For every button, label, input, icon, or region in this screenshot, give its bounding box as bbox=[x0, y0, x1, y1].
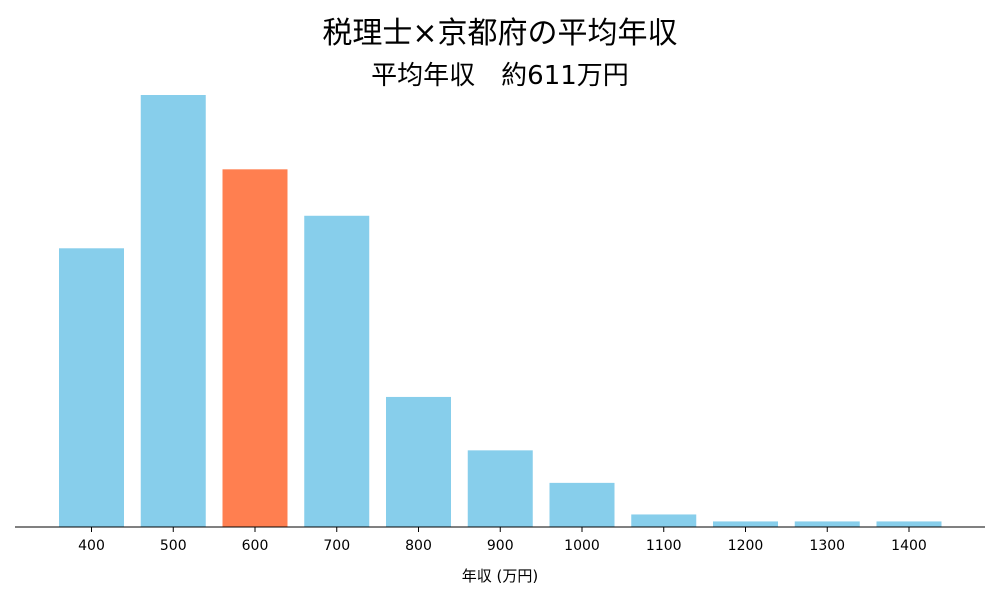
chart-subtitle: 平均年収 約611万円 bbox=[371, 61, 629, 91]
x-ticks-group: 400 500 600 700 800 900 1000 1100 1200 1300 1400 bbox=[78, 527, 927, 554]
x-tick-label-1100: 1100 bbox=[646, 538, 682, 554]
x-tick-label-400: 400 bbox=[78, 538, 105, 554]
x-tick-label-1300: 1300 bbox=[809, 538, 845, 554]
x-axis-label: 年収 (万円) bbox=[462, 567, 538, 585]
bar-1100 bbox=[631, 514, 697, 527]
bar-500 bbox=[140, 95, 206, 527]
x-tick-label-600: 600 bbox=[242, 538, 269, 554]
x-tick-label-500: 500 bbox=[160, 538, 187, 554]
bar-700 bbox=[304, 215, 370, 527]
bar-900 bbox=[467, 450, 533, 527]
bar-1000 bbox=[549, 482, 615, 527]
x-tick-label-1200: 1200 bbox=[728, 538, 764, 554]
bar-400 bbox=[59, 248, 124, 528]
bar-1300 bbox=[794, 521, 860, 527]
x-tick-label-700: 700 bbox=[323, 538, 350, 554]
bar-1200 bbox=[713, 521, 778, 527]
x-tick-label-1400: 1400 bbox=[891, 538, 927, 554]
bar-800 bbox=[386, 396, 451, 527]
bars-group bbox=[59, 95, 942, 528]
bar-1400 bbox=[876, 521, 942, 527]
x-tick-label-1000: 1000 bbox=[564, 538, 600, 554]
chart-title: 税理士×京都府の平均年収 bbox=[322, 16, 677, 51]
x-tick-label-900: 900 bbox=[487, 538, 514, 554]
x-tick-label-800: 800 bbox=[405, 538, 432, 554]
bar-600 bbox=[222, 169, 288, 527]
